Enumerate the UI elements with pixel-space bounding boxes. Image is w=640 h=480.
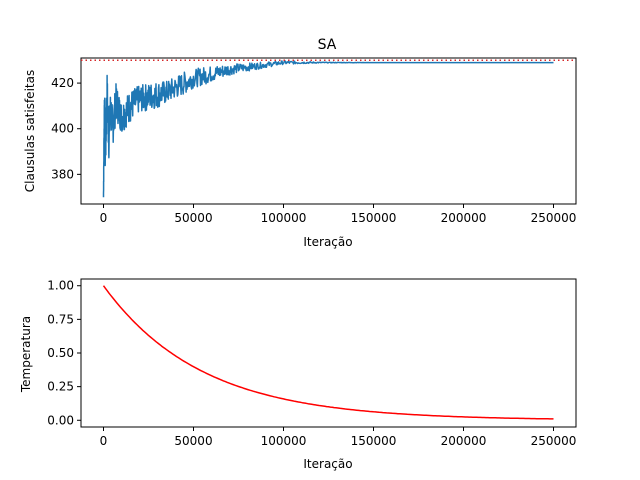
y-tick-label: 400	[51, 122, 74, 136]
x-tick-label: 100000	[261, 211, 307, 225]
x-tick-label: 0	[100, 434, 108, 448]
y-axis-label: Clausulas satisfeitas	[23, 70, 37, 192]
x-axis-label: Iteração	[303, 235, 352, 249]
x-tick-label: 50000	[174, 211, 212, 225]
x-tick-label: 250000	[531, 434, 577, 448]
plot-area-frame	[80, 278, 577, 428]
x-tick-label: 200000	[441, 434, 487, 448]
chart-title: SA	[318, 37, 337, 53]
y-tick-label: 0.25	[47, 380, 74, 394]
y-tick-label: 0.50	[47, 346, 74, 360]
series-line	[102, 285, 554, 420]
y-tick-label: 0.75	[47, 312, 74, 326]
x-tick-label: 50000	[174, 434, 212, 448]
x-tick-label: 150000	[351, 211, 397, 225]
y-tick-label: 1.00	[47, 279, 74, 293]
bottom-chart-panel: 0 50000 100000 150000 200000 250000 0.00 0.25 0…	[19, 278, 577, 471]
x-tick-label: 150000	[351, 434, 397, 448]
top-chart-panel: SA 0 50000 100000 150000 200000 250000 380 400…	[23, 37, 577, 249]
y-tick-label: 0.00	[47, 413, 74, 427]
x-tick-label: 0	[100, 211, 108, 225]
plot-area-frame	[80, 57, 577, 205]
x-tick-label: 250000	[531, 211, 577, 225]
x-axis-label: Iteração	[303, 457, 352, 471]
y-tick-label: 420	[51, 76, 74, 90]
series-line	[102, 60, 554, 198]
y-axis-label: Temperatura	[19, 316, 33, 393]
x-tick-label: 100000	[261, 434, 307, 448]
y-tick-label: 380	[51, 167, 74, 181]
x-tick-label: 200000	[441, 211, 487, 225]
